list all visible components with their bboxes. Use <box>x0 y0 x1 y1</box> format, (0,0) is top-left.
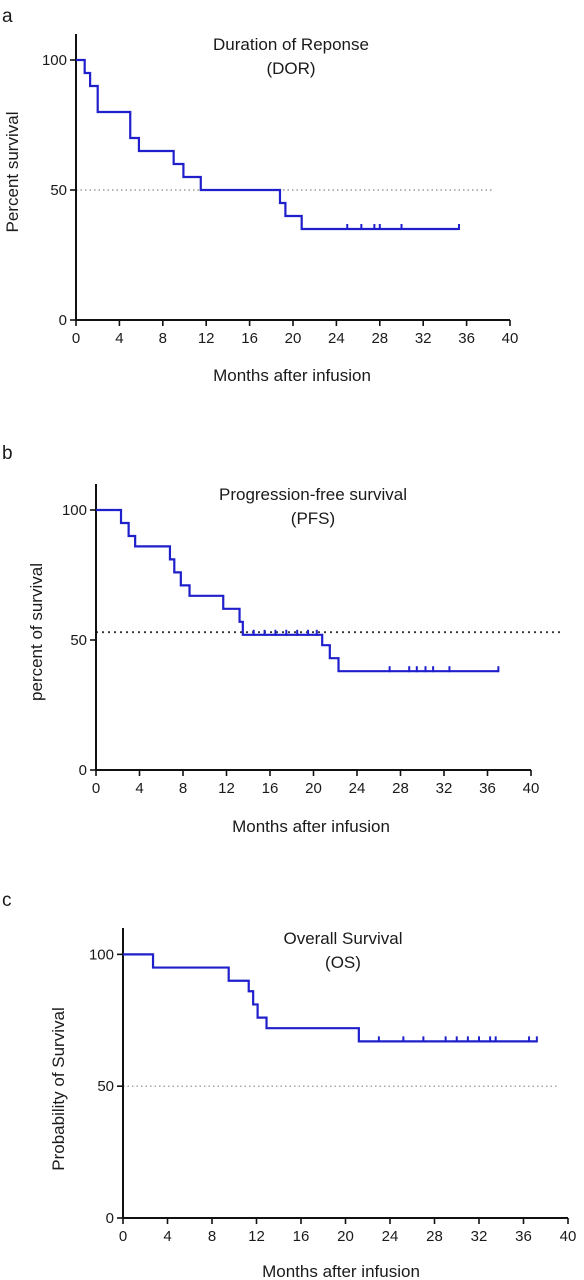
y-axis-label: Probability of Survival <box>49 1007 68 1170</box>
x-tick-label: 4 <box>163 1228 171 1245</box>
x-tick-label: 28 <box>371 330 388 347</box>
y-tick-label: 50 <box>50 182 67 199</box>
y-tick-label: 100 <box>89 946 114 963</box>
panel-a-dor: a Duration of Reponse (DOR) Percent surv… <box>2 6 518 385</box>
y-tick-label: 50 <box>97 1078 114 1095</box>
x-axis-label: Months after infusion <box>232 817 390 836</box>
x-tick-label: 12 <box>198 330 215 347</box>
x-tick-label: 28 <box>426 1228 443 1245</box>
plot-area: 0 4 8 12 16 20 24 28 32 36 40 0 50 100 <box>42 34 518 347</box>
x-tick-label: 32 <box>415 330 432 347</box>
x-tick-label: 24 <box>382 1228 399 1245</box>
x-tick-label: 16 <box>241 330 258 347</box>
x-tick-label: 0 <box>92 780 100 797</box>
x-tick-label: 24 <box>349 780 366 797</box>
x-tick-label: 16 <box>293 1228 310 1245</box>
chart-title: Duration of Reponse <box>213 35 369 54</box>
x-tick-label: 8 <box>208 1228 216 1245</box>
x-tick-label: 36 <box>515 1228 532 1245</box>
x-tick-label: 40 <box>502 330 519 347</box>
x-tick-label: 8 <box>179 780 187 797</box>
chart-title: Overall Survival <box>283 929 402 948</box>
x-tick-label: 28 <box>392 780 409 797</box>
survival-curve <box>76 58 460 231</box>
y-axis-label: Percent survival <box>3 112 22 233</box>
x-tick-label: 20 <box>337 1228 354 1245</box>
chart-title: Progression-free survival <box>219 485 407 504</box>
plot-area: 0 4 8 12 16 20 24 28 32 36 40 0 50 100 <box>89 928 576 1245</box>
survival-curve <box>123 953 537 1043</box>
chart-subtitle: (OS) <box>325 953 361 972</box>
x-tick-label: 12 <box>218 780 235 797</box>
survival-curve <box>96 508 499 673</box>
x-tick-label: 4 <box>135 780 143 797</box>
panel-letter: a <box>2 6 13 27</box>
x-tick-label: 24 <box>328 330 345 347</box>
x-tick-label: 40 <box>560 1228 577 1245</box>
x-tick-label: 36 <box>479 780 496 797</box>
x-tick-label: 4 <box>115 330 123 347</box>
panel-letter: b <box>2 443 13 464</box>
x-tick-label: 20 <box>305 780 322 797</box>
panel-letter: c <box>2 890 12 911</box>
x-tick-label: 40 <box>523 780 540 797</box>
x-tick-label: 8 <box>159 330 167 347</box>
x-tick-label: 32 <box>436 780 453 797</box>
y-tick-label: 0 <box>59 312 67 329</box>
panel-c-os: c Overall Survival (OS) Probability of S… <box>2 890 576 1280</box>
y-tick-label: 50 <box>70 632 87 649</box>
x-axis-label: Months after infusion <box>262 1262 420 1280</box>
y-tick-label: 0 <box>106 1210 114 1227</box>
x-tick-label: 20 <box>285 330 302 347</box>
x-tick-label: 0 <box>119 1228 127 1245</box>
chart-subtitle: (DOR) <box>266 59 315 78</box>
y-axis-label: percent of survival <box>27 563 46 701</box>
chart-subtitle: (PFS) <box>291 509 335 528</box>
y-tick-label: 100 <box>62 502 87 519</box>
x-tick-label: 36 <box>458 330 475 347</box>
x-tick-label: 32 <box>471 1228 488 1245</box>
plot-area: 0 4 8 12 16 20 24 28 32 36 40 0 50 100 <box>62 484 564 797</box>
x-axis-label: Months after infusion <box>213 366 371 385</box>
y-tick-label: 0 <box>79 762 87 779</box>
x-tick-label: 16 <box>262 780 279 797</box>
y-tick-label: 100 <box>42 52 67 69</box>
x-tick-label: 12 <box>248 1228 265 1245</box>
x-tick-label: 0 <box>72 330 80 347</box>
panel-b-pfs: b Progression-free survival (PFS) percen… <box>2 443 564 836</box>
